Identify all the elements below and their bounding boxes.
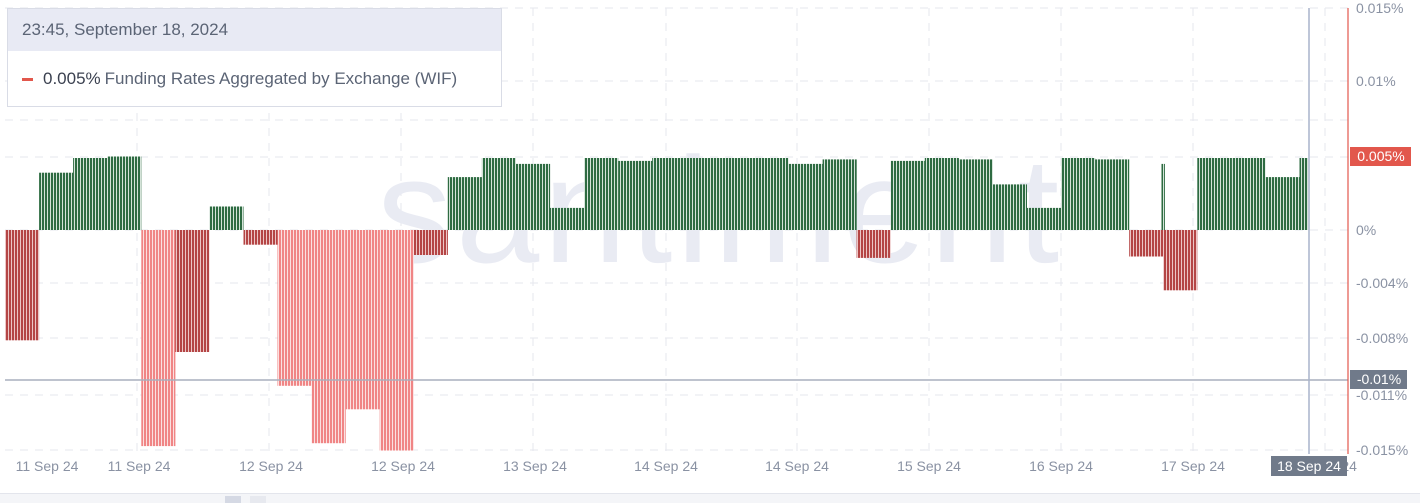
range-handle-left[interactable]: [225, 496, 241, 503]
bar-positive: [618, 160, 653, 230]
y-tick-label: 0%: [1356, 222, 1376, 238]
y-axis-ticks: 0.015% 0.01% 0% -0.004% -0.008% -0.011% -0.015…: [1356, 0, 1408, 458]
hover-date-badge-text: 18 Sep 24: [1277, 458, 1341, 474]
current-value-badge-text: 0.005%: [1357, 148, 1404, 164]
bar-positive: [1197, 158, 1232, 230]
x-tick-label: 14 Sep 24: [765, 458, 829, 474]
bar-series: [5, 156, 1308, 451]
bar-positive: [686, 158, 721, 230]
bar-positive: [890, 160, 925, 230]
bar-positive: [1265, 177, 1300, 230]
current-value-badge: 0.005%: [1350, 147, 1411, 166]
bar-positive: [788, 163, 823, 230]
bar-positive: [39, 172, 74, 230]
x-tick-label: 14 Sep 24: [634, 458, 698, 474]
bar-negative: [345, 230, 380, 410]
bar-negative: [856, 230, 891, 258]
tooltip-series-row: 0.005% Funding Rates Aggregated by Exchan…: [8, 51, 501, 107]
bar-positive: [822, 159, 857, 230]
y-tick-label: 0.01%: [1356, 73, 1396, 89]
y-tick-label: -0.011%: [1356, 387, 1407, 403]
x-tick-label: 12 Sep 24: [371, 458, 435, 474]
bar-positive: [1299, 158, 1308, 230]
bar-positive: [1231, 158, 1266, 230]
bar-positive: [447, 177, 482, 230]
tooltip-value: 0.005%: [43, 69, 101, 88]
hover-date-badge: 18 Sep 24: [1271, 456, 1347, 476]
chart-tooltip: 23:45, September 18, 2024 0.005% Funding …: [7, 8, 502, 107]
y-tick-label: -0.008%: [1356, 330, 1408, 346]
x-tick-label: 16 Sep 24: [1029, 458, 1093, 474]
bar-positive: [550, 207, 585, 230]
series-color-marker: [22, 78, 33, 82]
bar-positive: [107, 156, 142, 230]
range-scrollbar[interactable]: [0, 493, 1420, 503]
x-tick-label: 12 Sep 24: [239, 458, 303, 474]
y-tick-label: 0.015%: [1356, 0, 1403, 16]
bar-negative: [243, 230, 278, 245]
tooltip-timestamp: 23:45, September 18, 2024: [8, 9, 501, 51]
bar-positive: [754, 158, 789, 230]
x-tick-label: 15 Sep 24: [897, 458, 961, 474]
reference-value-badge-text: -0.01%: [1357, 371, 1401, 387]
bar-positive: [1095, 159, 1130, 230]
bar-negative: [175, 230, 210, 352]
bar-positive: [209, 206, 244, 230]
range-handle-right[interactable]: [250, 496, 266, 503]
bar-negative: [141, 230, 176, 447]
bar-negative: [5, 230, 40, 341]
x-tick-label: 13 Sep 24: [503, 458, 567, 474]
bar-negative: [1129, 230, 1164, 257]
bar-positive: [584, 158, 619, 230]
bar-positive: [652, 158, 687, 230]
x-tick-label: 11 Sep 24: [108, 458, 171, 474]
bar-positive: [924, 158, 959, 230]
bar-negative: [379, 230, 414, 451]
bar-positive: [516, 163, 551, 230]
bar-positive: [720, 158, 755, 230]
y-tick-label: -0.015%: [1356, 442, 1408, 458]
bar-positive: [1061, 158, 1096, 230]
bar-positive: [958, 159, 993, 230]
bar-negative: [413, 230, 448, 255]
x-tick-label: 11 Sep 24: [16, 458, 79, 474]
bar-positive: [1161, 163, 1165, 230]
x-tick-label: 17 Sep 24: [1161, 458, 1225, 474]
bar-positive: [992, 184, 1027, 230]
bar-negative: [311, 230, 346, 444]
bar-negative: [277, 230, 312, 386]
y-tick-label: -0.004%: [1356, 275, 1408, 291]
bar-positive: [481, 158, 516, 230]
x-axis-ticks: 11 Sep 24 11 Sep 24 12 Sep 24 12 Sep 24 13 S…: [16, 458, 1358, 474]
reference-value-badge: -0.01%: [1350, 370, 1407, 389]
bar-positive: [1027, 207, 1062, 230]
bar-positive: [73, 158, 108, 230]
tooltip-metric-name: Funding Rates Aggregated by Exchange (WI…: [104, 69, 458, 88]
bar-negative: [1163, 230, 1198, 291]
